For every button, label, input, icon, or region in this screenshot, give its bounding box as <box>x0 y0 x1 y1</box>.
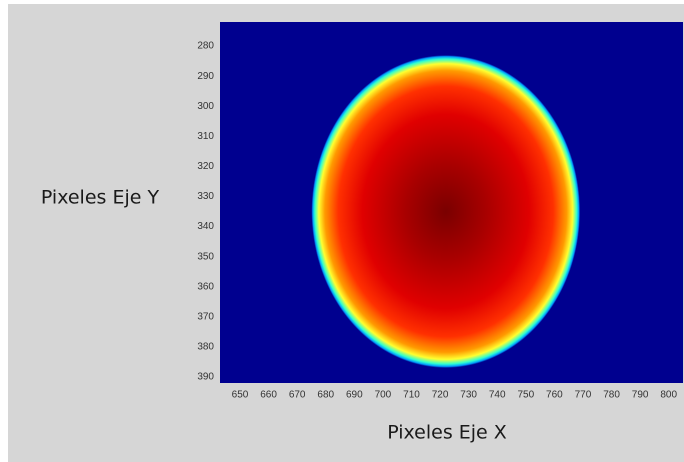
y-tick-label: 390 <box>197 372 214 383</box>
y-tick-label: 290 <box>197 71 214 82</box>
x-tick-label: 680 <box>317 390 334 401</box>
y-tick-label: 300 <box>197 101 214 112</box>
x-tick-label: 710 <box>403 390 420 401</box>
x-tick-label: 750 <box>517 390 534 401</box>
x-tick-label: 700 <box>375 390 392 401</box>
x-tick-label: 770 <box>575 390 592 401</box>
x-tick-label: 790 <box>632 390 649 401</box>
y-tick-label: 350 <box>197 251 214 262</box>
intensity-spot <box>311 55 580 368</box>
y-tick-label: 330 <box>197 191 214 202</box>
x-tick-label: 760 <box>546 390 563 401</box>
y-tick-label: 360 <box>197 281 214 292</box>
y-axis-label: Pixeles Eje Y <box>41 187 160 209</box>
x-tick-label: 660 <box>260 390 277 401</box>
x-tick-label: 670 <box>289 390 306 401</box>
chart: Pixeles Eje Y Pixeles Eje X 650 660 670 680… <box>0 0 684 462</box>
y-tick-label: 320 <box>197 161 214 172</box>
x-axis-label: Pixeles Eje X <box>387 422 507 444</box>
x-tick-label: 690 <box>346 390 363 401</box>
y-tick-label: 380 <box>197 342 214 353</box>
y-tick-label: 340 <box>197 221 214 232</box>
x-tick-label: 800 <box>660 390 677 401</box>
x-tick-label: 730 <box>460 390 477 401</box>
x-tick-label: 650 <box>232 390 249 401</box>
y-tick-label: 370 <box>197 311 214 322</box>
page: {"chart_data": {"type": "heatmap", "x_la… <box>0 0 684 462</box>
y-tick-label: 280 <box>197 41 214 52</box>
x-tick-label: 740 <box>489 390 506 401</box>
y-tick-label: 310 <box>197 131 214 142</box>
x-tick-label: 780 <box>603 390 620 401</box>
x-tick-label: 720 <box>432 390 449 401</box>
